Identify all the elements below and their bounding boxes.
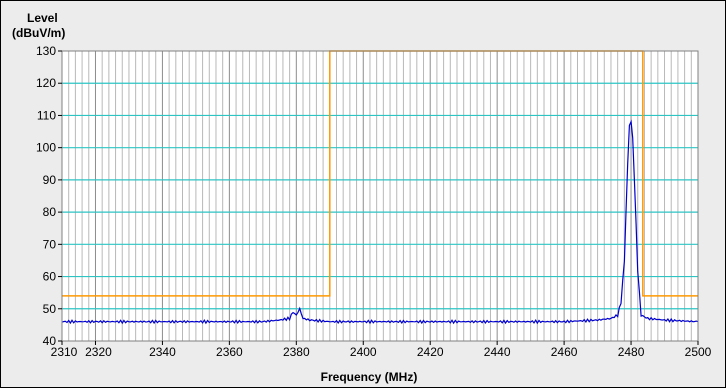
- y-tick-label: 100: [36, 141, 56, 155]
- horizontal-grid: [62, 82, 698, 310]
- x-tick-label: 2340: [149, 345, 176, 359]
- plot-area: [62, 51, 698, 341]
- vertical-grid: [61, 51, 699, 341]
- y-tick-label: 80: [43, 205, 57, 219]
- measured-trace: [61, 119, 699, 325]
- y-tick-label: 90: [43, 173, 57, 187]
- x-tick-label: 2380: [283, 345, 310, 359]
- y-tick-label: 110: [37, 108, 56, 122]
- x-tick-label: 2460: [551, 345, 578, 359]
- trace-group: [61, 119, 699, 325]
- x-axis-ticks: 2310 2320 2340 2360 2380 2400 2420 2440 2460 2480…: [51, 341, 712, 359]
- y-tick-label: 130: [36, 44, 56, 58]
- y-tick-label: 60: [43, 270, 57, 284]
- x-tick-label: 2400: [350, 345, 377, 359]
- x-tick-label: 2360: [216, 345, 243, 359]
- y-axis-ticks: 40 50 60 70 80 90 100 110 120 130: [36, 44, 62, 348]
- y-tick-label: 50: [43, 302, 57, 316]
- x-tick-label: 2320: [85, 345, 112, 359]
- plot-border: [61, 50, 699, 342]
- y-tick-label: 40: [43, 334, 57, 348]
- y-axis-label-line2: (dBuV/m): [12, 26, 65, 40]
- x-tick-label: 2500: [685, 345, 712, 359]
- y-tick-label: 120: [36, 76, 56, 90]
- y-axis-label-line1: Level: [27, 11, 58, 25]
- y-tick-label: 70: [43, 237, 57, 251]
- x-tick-label: 2420: [417, 345, 444, 359]
- x-tick-label: 2310: [51, 345, 78, 359]
- x-tick-label: 2480: [618, 345, 645, 359]
- x-tick-label: 2440: [484, 345, 511, 359]
- x-axis-label: Frequency (MHz): [321, 370, 418, 384]
